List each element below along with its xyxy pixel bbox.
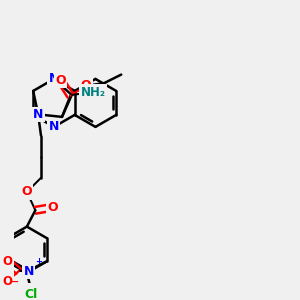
Text: N: N (49, 72, 59, 86)
Text: Cl: Cl (25, 287, 38, 300)
Text: O: O (55, 74, 66, 87)
Text: N: N (33, 108, 43, 121)
Text: +: + (35, 257, 42, 266)
Text: O: O (2, 274, 12, 288)
Text: O: O (47, 201, 58, 214)
Text: N: N (49, 120, 59, 134)
Text: O: O (22, 185, 32, 198)
Text: NH₂: NH₂ (80, 86, 105, 99)
Text: O: O (81, 80, 91, 92)
Text: −: − (10, 277, 20, 287)
Text: N: N (23, 265, 34, 278)
Text: O: O (2, 255, 12, 268)
